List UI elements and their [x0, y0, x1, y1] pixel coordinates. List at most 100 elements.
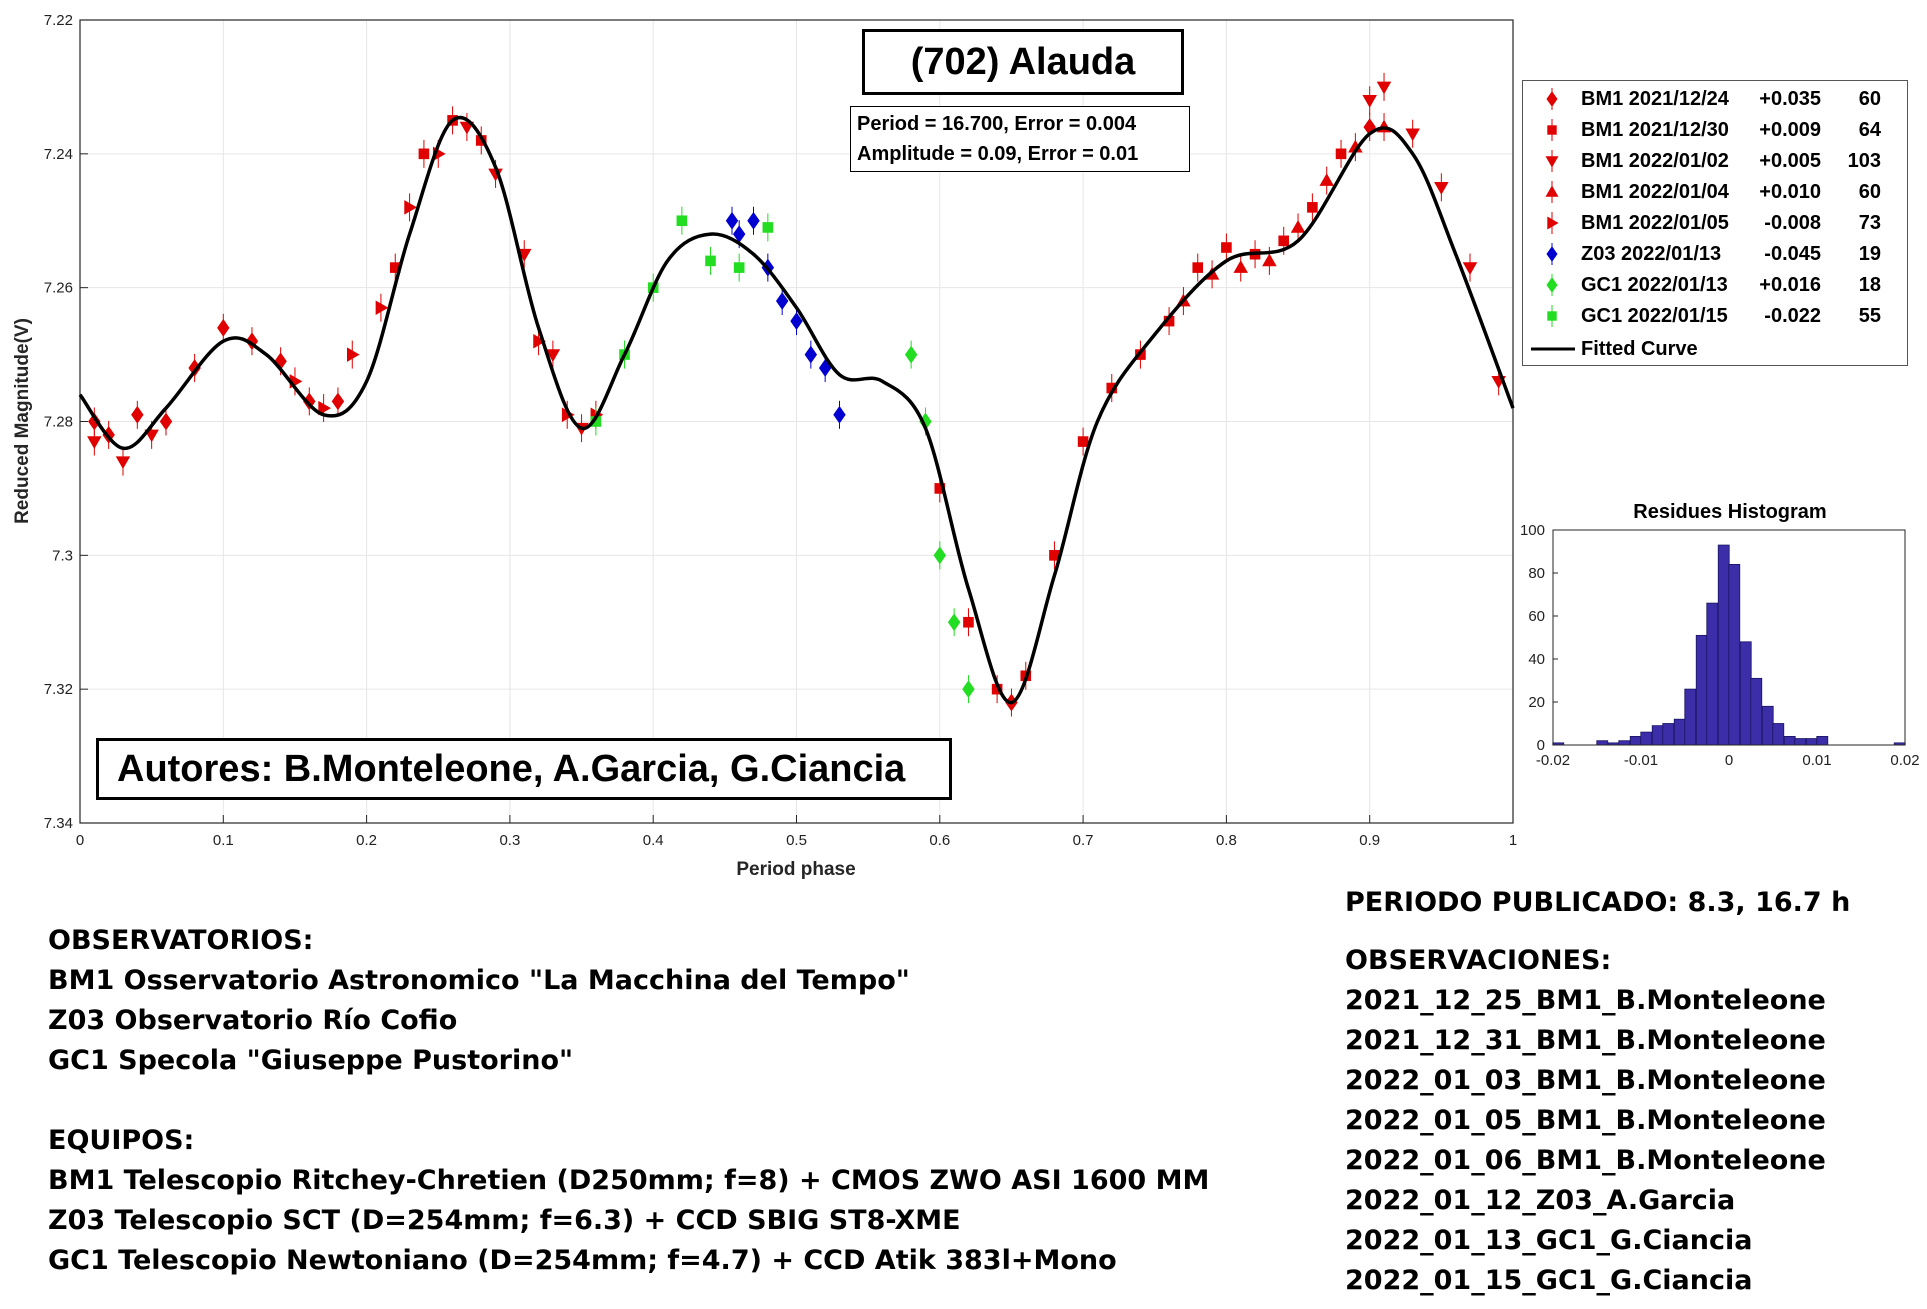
data-point — [459, 121, 475, 135]
x-tick-labels: 0 0.1 0.2 0.3 0.4 0.5 0.6 0.7 0.8 0.9 1 — [76, 832, 1517, 849]
histogram-x-tick-label: -0.01 — [1624, 752, 1658, 769]
histogram-x-tick-label: 0 — [1725, 752, 1733, 769]
x-tick-label: 0.2 — [356, 832, 377, 849]
data-point — [533, 333, 546, 349]
legend-label: BM1 2022/01/04 — [1581, 180, 1729, 203]
data-point — [790, 312, 803, 330]
data-point — [404, 200, 417, 215]
data-point — [818, 359, 832, 377]
x-tick-label: 0.9 — [1359, 832, 1380, 849]
observatorio-item: BM1 Osservatorio Astronomico "La Macchin… — [48, 965, 910, 996]
histogram-bar — [1772, 723, 1785, 746]
data-point — [1221, 242, 1232, 253]
data-point — [1462, 262, 1478, 275]
y-tick-label: 7.26 — [44, 280, 73, 297]
data-point — [159, 412, 173, 431]
histogram-bar — [1805, 738, 1818, 746]
legend-marker — [1547, 311, 1557, 321]
data-point — [1262, 253, 1277, 267]
y-tick-label: 7.34 — [44, 815, 73, 832]
legend-marker-icon — [1523, 177, 1581, 207]
legend-marker — [1546, 246, 1558, 262]
equipos-section: EQUIPOS: BM1 Telescopio Ritchey-Chretien… — [48, 1121, 1209, 1281]
x-tick-label: 0.3 — [499, 832, 520, 849]
data-point — [131, 405, 144, 424]
histogram-bar — [1750, 677, 1763, 746]
legend-marker — [1546, 277, 1558, 293]
legend: BM1 2021/12/24 +0.035 60 BM1 2021/12/30 +0.0… — [1522, 80, 1908, 366]
y-tick-label: 7.3 — [52, 547, 73, 564]
histogram-bar — [1728, 564, 1741, 746]
legend-marker-icon — [1523, 239, 1581, 269]
histogram-frame — [1552, 529, 1906, 746]
legend-entry: BM1 2022/01/05 -0.008 73 — [1523, 208, 1907, 238]
legend-label: GC1 2022/01/15 — [1581, 304, 1728, 327]
data-point — [1192, 262, 1204, 273]
legend-entry-fitted-curve: Fitted Curve — [1523, 334, 1698, 364]
legend-offset: -0.045 — [1764, 242, 1821, 265]
data-point — [545, 349, 561, 362]
data-point — [963, 616, 974, 628]
data-point — [331, 392, 345, 411]
histogram-y-tick-label: 40 — [1528, 651, 1545, 668]
legend-offset: +0.035 — [1759, 87, 1821, 110]
histogram-bar — [1651, 725, 1664, 746]
y-axis-label: Reduced Magnitude(V) — [12, 318, 33, 524]
data-point — [1335, 148, 1347, 160]
observacion-item: 2021_12_31_BM1_B.Monteleone — [1345, 1025, 1826, 1056]
x-tick-label: 1 — [1509, 832, 1517, 849]
data-point — [762, 222, 774, 233]
y-tick-label: 7.28 — [44, 414, 73, 431]
legend-marker-icon — [1523, 301, 1581, 331]
legend-label: BM1 2021/12/24 — [1581, 87, 1729, 110]
data-point — [1405, 128, 1420, 142]
data-point — [87, 436, 102, 449]
data-point — [904, 345, 918, 364]
observacion-item: 2022_01_05_BM1_B.Monteleone — [1345, 1105, 1826, 1136]
legend-label: BM1 2021/12/30 — [1581, 118, 1729, 141]
legend-count: 55 — [1858, 304, 1881, 327]
legend-marker — [1545, 185, 1559, 197]
legend-count: 18 — [1858, 273, 1881, 296]
x-tick-label: 0.4 — [643, 832, 664, 849]
amplitude-line: Amplitude = 0.09, Error = 0.01 — [857, 143, 1139, 165]
data-point — [217, 318, 230, 337]
histogram-title: Residues Histogram — [1633, 501, 1826, 523]
data-point — [962, 680, 975, 699]
x-axis-label: Period phase — [736, 859, 855, 880]
histogram-bar — [1706, 602, 1719, 746]
plot-frame — [79, 19, 1514, 824]
data-point — [1278, 235, 1290, 247]
equipos-heading: EQUIPOS: — [48, 1125, 195, 1156]
data-point — [733, 262, 745, 273]
histogram-bar — [1717, 544, 1730, 746]
legend-label: Z03 2022/01/13 — [1581, 242, 1722, 265]
histogram-y-ticks: 0 20 40 60 80 100 — [1520, 522, 1545, 754]
data-point — [1434, 181, 1449, 195]
observacion-item: 2022_01_03_BM1_B.Monteleone — [1345, 1065, 1826, 1096]
histogram-x-ticks: -0.02 -0.01 0 0.01 0.02 — [1536, 752, 1920, 769]
histogram-x-tick-label: 0.02 — [1890, 752, 1919, 769]
legend-count: 64 — [1858, 118, 1881, 141]
histogram-x-tick-label: 0.01 — [1802, 752, 1831, 769]
periodo-publicado: PERIODO PUBLICADO: 8.3, 16.7 h — [1345, 887, 1851, 918]
data-point — [804, 345, 818, 364]
legend-entry: BM1 2021/12/30 +0.009 64 — [1523, 115, 1907, 145]
data-point — [775, 292, 789, 310]
legend-label: GC1 2022/01/13 — [1581, 273, 1728, 296]
legend-offset: -0.008 — [1764, 211, 1821, 234]
period-info-box: Period = 16.700, Error = 0.004 Amplitude… — [850, 106, 1190, 172]
histogram-bar — [1673, 718, 1686, 746]
histogram-bar — [1783, 735, 1796, 746]
legend-marker — [1546, 91, 1558, 107]
histogram-x-tick-label: -0.02 — [1536, 752, 1570, 769]
legend-offset: +0.016 — [1759, 273, 1821, 296]
legend-marker-icon — [1523, 270, 1581, 300]
legend-label: BM1 2022/01/05 — [1581, 211, 1729, 234]
histogram-y-tick-label: 100 — [1520, 522, 1545, 539]
authors-box: Autores: B.Monteleone, A.Garcia, G.Cianc… — [96, 738, 952, 800]
data-point — [1319, 173, 1334, 186]
light-curve-chart: 0 0.1 0.2 0.3 0.4 0.5 0.6 0.7 0.8 0.9 1 7.227.247.… — [12, 12, 1517, 880]
legend-count: 60 — [1858, 180, 1881, 203]
legend-label: Fitted Curve — [1581, 337, 1698, 360]
